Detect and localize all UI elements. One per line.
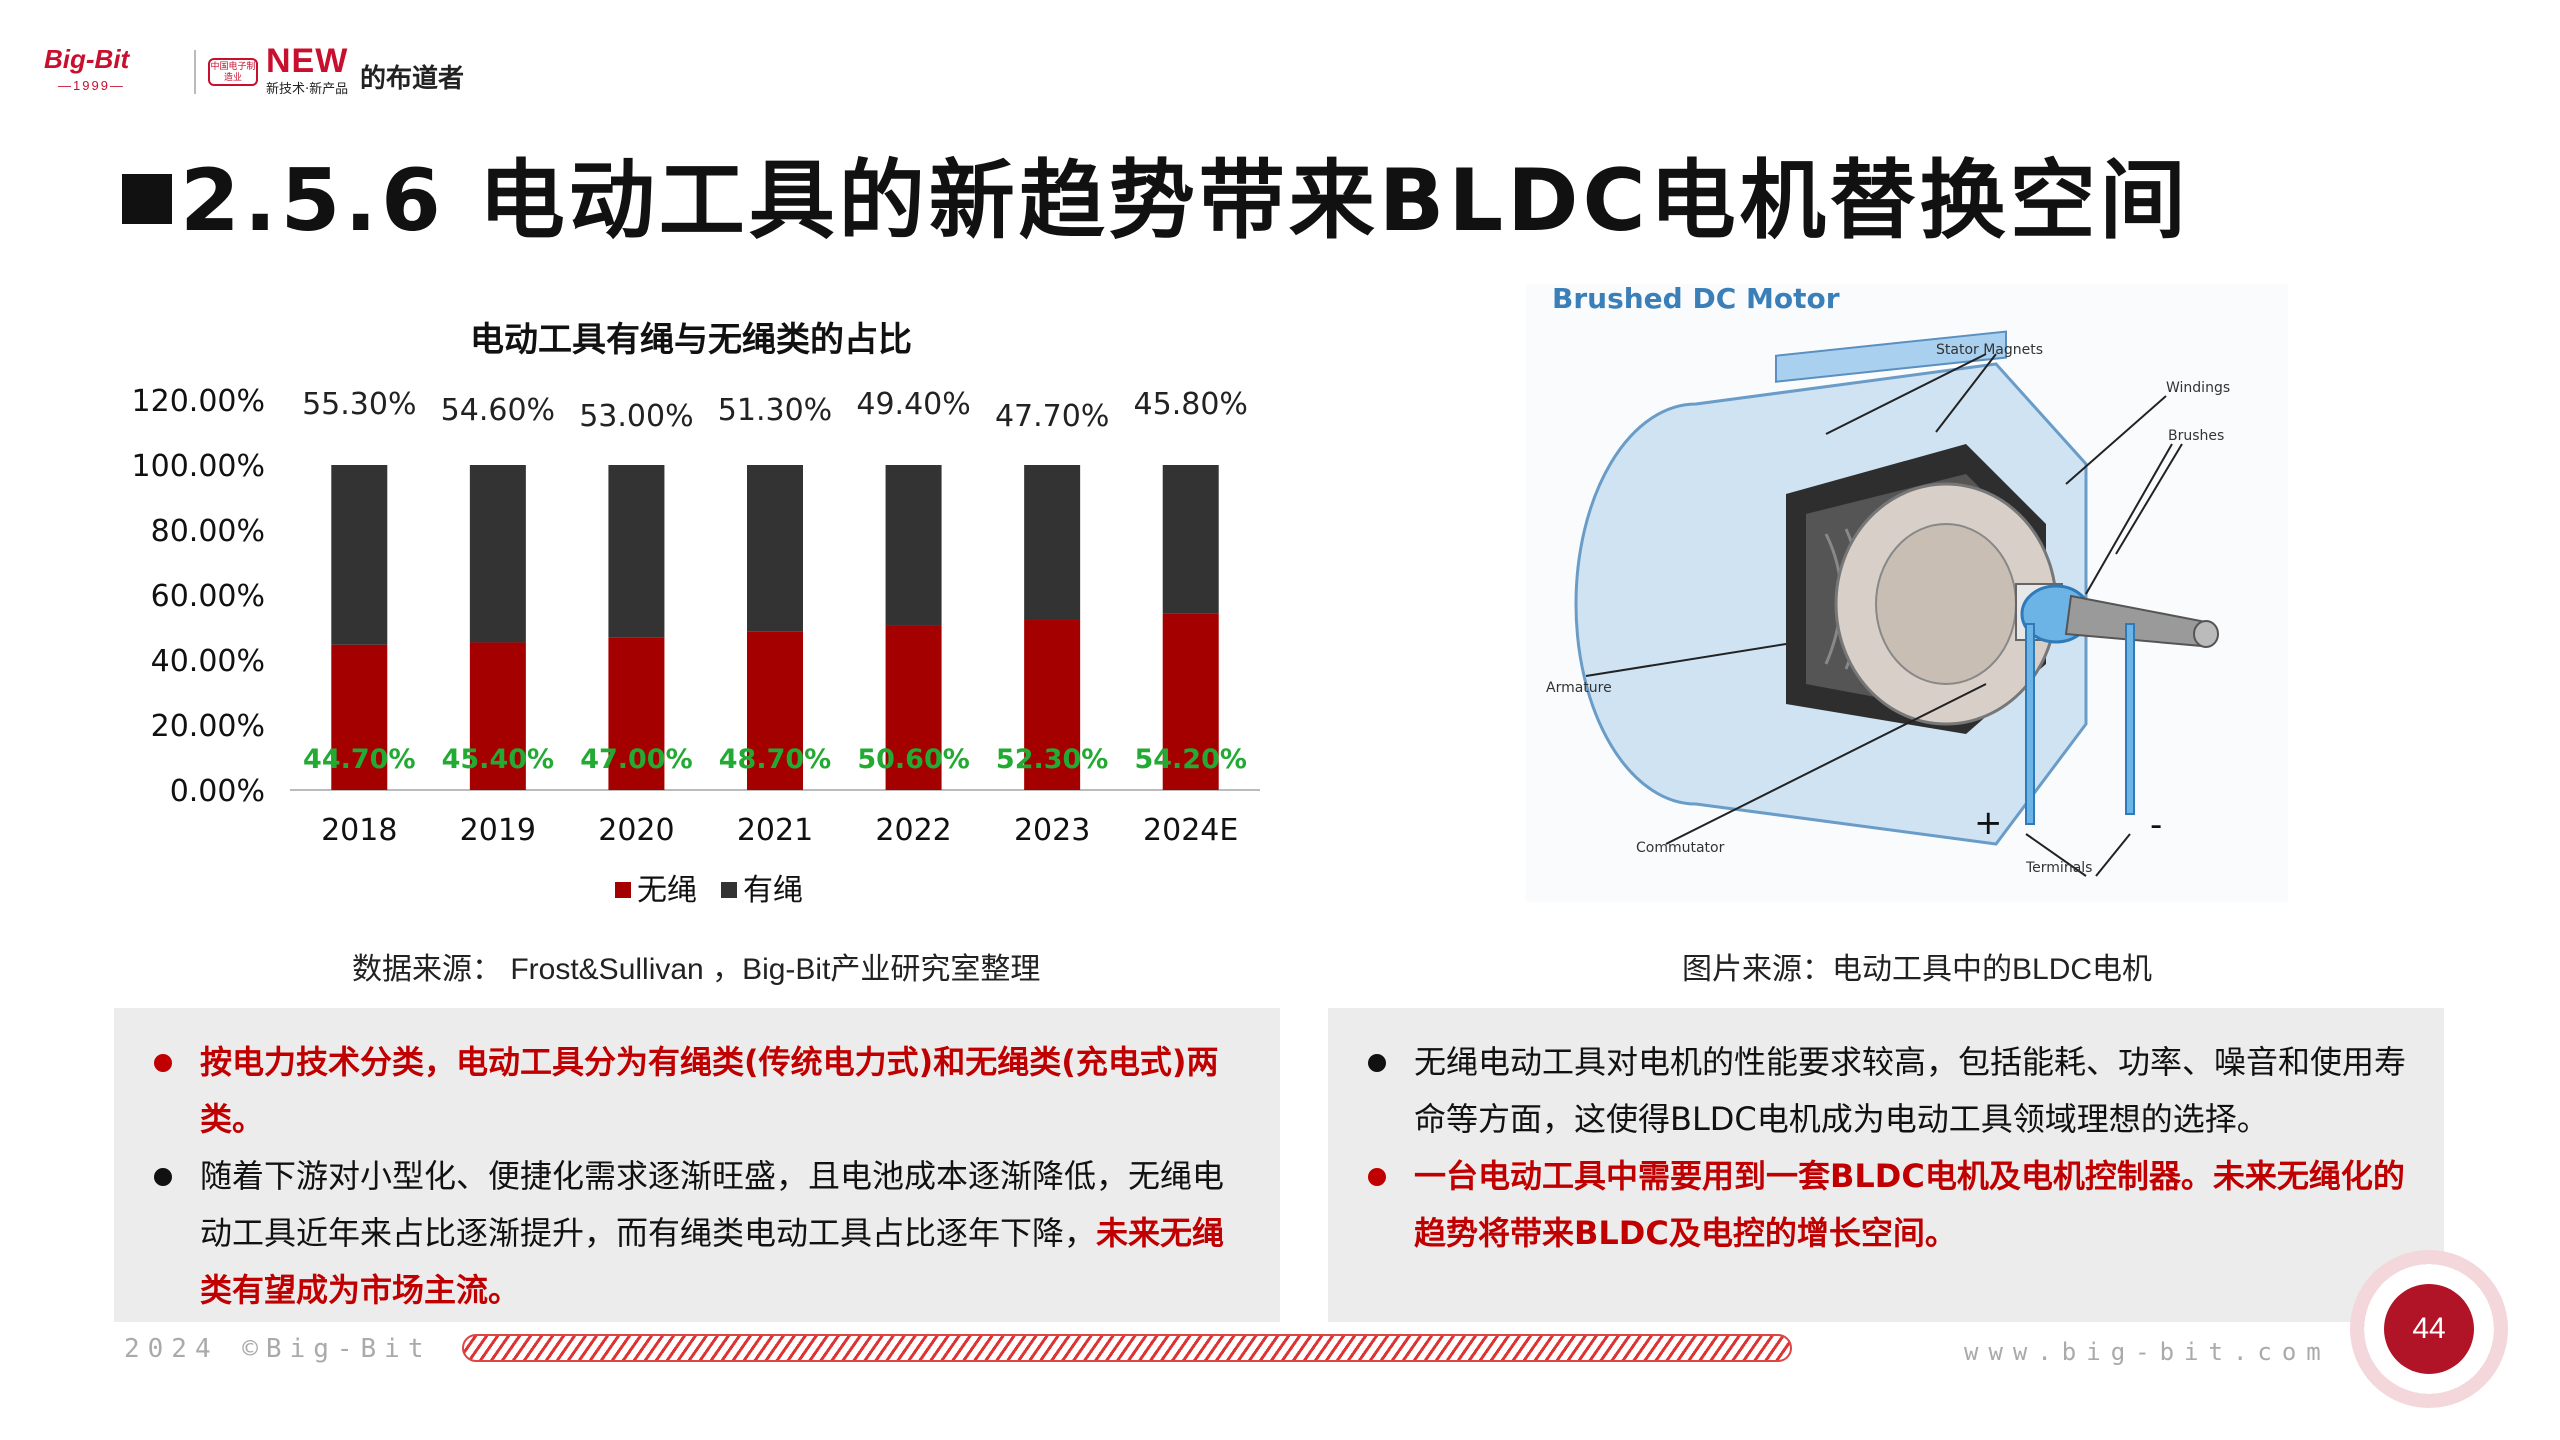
data-label-corded: 55.30% (302, 387, 416, 422)
chart-source-caption: 数据来源： Frost&Sullivan ，Big-Bit产业研究室整理 (352, 953, 1041, 986)
motor-minus-label: - (2150, 805, 2162, 845)
x-tick-label: 2018 (321, 813, 397, 848)
data-label-cordless: 45.40% (442, 744, 554, 775)
bar-segment-corded (1162, 465, 1219, 614)
bar-segment-corded (469, 465, 526, 643)
data-label-cordless: 50.60% (857, 744, 969, 775)
bar-segment-cordless (608, 637, 665, 790)
motor-label-stator: Stator Magnets (1936, 342, 2043, 358)
footer-decorative-stripe (462, 1334, 1792, 1362)
right-text-panel: 无绳电动工具对电机的性能要求较高，包括能耗、功率、噪音和使用寿命等方面，这使得B… (1328, 1008, 2444, 1322)
brushed-dc-motor-figure: Brushed DC Motor + - Stator (1526, 282, 2288, 902)
bar-segment-cordless (469, 642, 526, 790)
bar-segment-corded (885, 465, 942, 626)
y-tick-label: 40.00% (151, 644, 265, 679)
bar-segment-corded (331, 465, 388, 645)
slide-title: 2.5.6 电动工具的新趋势带来BLDC电机替换空间 (122, 130, 2190, 255)
footer-copyright: 2024 ©Big-Bit (124, 1334, 432, 1364)
motor-label-windings: Windings (2166, 380, 2230, 396)
bar-segment-cordless (1162, 613, 1219, 790)
y-tick-label: 0.00% (170, 774, 265, 809)
right-bullet-2-text: 一台电动工具中需要用到一套BLDC电机及电机控制器。未来无绳化的趋势将带来BLD… (1414, 1157, 2405, 1252)
y-tick-label: 20.00% (151, 709, 265, 744)
data-label-corded: 45.80% (1134, 387, 1248, 422)
data-label-cordless: 52.30% (996, 744, 1108, 775)
data-label-corded: 53.00% (579, 399, 693, 434)
logo-brand-name: 的布道者 (360, 64, 465, 94)
data-label-corded: 47.70% (995, 399, 1109, 434)
y-tick-label: 60.00% (151, 579, 265, 614)
bullet-dot-icon (1368, 1168, 1386, 1186)
right-bullet-1: 无绳电动工具对电机的性能要求较高，包括能耗、功率、噪音和使用寿命等方面，这使得B… (1364, 1034, 2408, 1148)
bar-segment-corded (1024, 465, 1081, 621)
logo-bigbit: Big-Bit (44, 44, 130, 74)
brand-logo: Big-Bit —1999— 中国电子制造业 NEW 新技术·新产品 的布道者 (44, 42, 465, 104)
bar-segment-cordless (1024, 620, 1081, 790)
right-bullet-2: 一台电动工具中需要用到一套BLDC电机及电机控制器。未来无绳化的趋势将带来BLD… (1364, 1148, 2408, 1262)
right-bullet-1-text: 无绳电动工具对电机的性能要求较高，包括能耗、功率、噪音和使用寿命等方面，这使得B… (1414, 1043, 2407, 1138)
logo-divider (194, 50, 196, 94)
title-square-icon (122, 174, 172, 224)
data-label-corded: 54.60% (441, 393, 555, 428)
left-bullet-2-highlight: 未来无绳类有望成为市场主流。 (200, 1214, 1225, 1309)
motor-plus-label: + (1974, 803, 2003, 843)
data-label-cordless: 48.70% (719, 744, 831, 775)
bullet-dot-icon (1368, 1054, 1386, 1072)
data-label-corded: 51.30% (718, 393, 832, 428)
motor-label-brushes: Brushes (2168, 428, 2224, 444)
logo-new-sub: 新技术·新产品 (266, 82, 349, 97)
chart-title: 电动工具有绳与无绳类的占比 (470, 320, 912, 360)
left-bullet-2-text: 随着下游对小型化、便捷化需求逐渐旺盛，且电池成本逐渐降低，无绳电动工具近年来占比… (200, 1157, 1225, 1252)
x-tick-label: 2022 (875, 813, 951, 848)
left-bullet-1-text: 按电力技术分类，电动工具分为有绳类(传统电力式)和无绳类(充电式)两类。 (200, 1043, 1219, 1138)
logo-new: NEW (266, 42, 349, 80)
motor-heading: Brushed DC Motor (1552, 284, 1840, 315)
logo-badge: 中国电子制造业 (208, 58, 258, 86)
motor-label-commutator: Commutator (1636, 840, 1725, 856)
bar-segment-cordless (747, 631, 803, 790)
left-text-panel: 按电力技术分类，电动工具分为有绳类(传统电力式)和无绳类(充电式)两类。 随着下… (114, 1008, 1280, 1322)
legend-swatch-corded (721, 882, 737, 898)
x-tick-label: 2019 (460, 813, 536, 848)
y-tick-label: 100.00% (132, 449, 265, 484)
x-tick-label: 2024E (1143, 813, 1238, 848)
legend-label-cordless: 无绳 (637, 873, 697, 908)
y-tick-label: 120.00% (132, 384, 265, 419)
stacked-bar-chart: 0.00% 20.00% 40.00% 60.00% 80.00% 100.00% 120.… (132, 384, 1260, 908)
left-bullet-2: 随着下游对小型化、便捷化需求逐渐旺盛，且电池成本逐渐降低，无绳电动工具近年来占比… (150, 1148, 1244, 1319)
x-tick-label: 2023 (1014, 813, 1090, 848)
data-label-corded: 49.40% (856, 387, 970, 422)
footer-website: www.big-bit.com (1964, 1338, 2331, 1366)
page-number: 44 (2384, 1284, 2474, 1374)
bullet-dot-icon (154, 1168, 172, 1186)
logo-year: —1999— (58, 78, 125, 93)
bar-segment-corded (608, 465, 665, 638)
data-label-cordless: 44.70% (303, 744, 415, 775)
y-tick-label: 80.00% (151, 514, 265, 549)
bullet-dot-icon (154, 1054, 172, 1072)
slide-title-text: 2.5.6 电动工具的新趋势带来BLDC电机替换空间 (180, 151, 2190, 251)
x-tick-label: 2021 (737, 813, 813, 848)
bar-segment-cordless (885, 625, 942, 790)
bar-segment-corded (747, 465, 803, 632)
left-bullet-1: 按电力技术分类，电动工具分为有绳类(传统电力式)和无绳类(充电式)两类。 (150, 1034, 1244, 1148)
image-source-caption: 图片来源：电动工具中的BLDC电机 (1682, 953, 2153, 986)
legend-swatch-cordless (615, 882, 631, 898)
data-label-cordless: 47.00% (580, 744, 692, 775)
motor-label-armature: Armature (1546, 680, 1612, 696)
x-tick-label: 2020 (598, 813, 674, 848)
motor-label-terminals: Terminals (2025, 860, 2092, 876)
bar-segment-cordless (331, 644, 388, 790)
legend-label-corded: 有绳 (743, 873, 803, 908)
data-label-cordless: 54.20% (1134, 744, 1246, 775)
